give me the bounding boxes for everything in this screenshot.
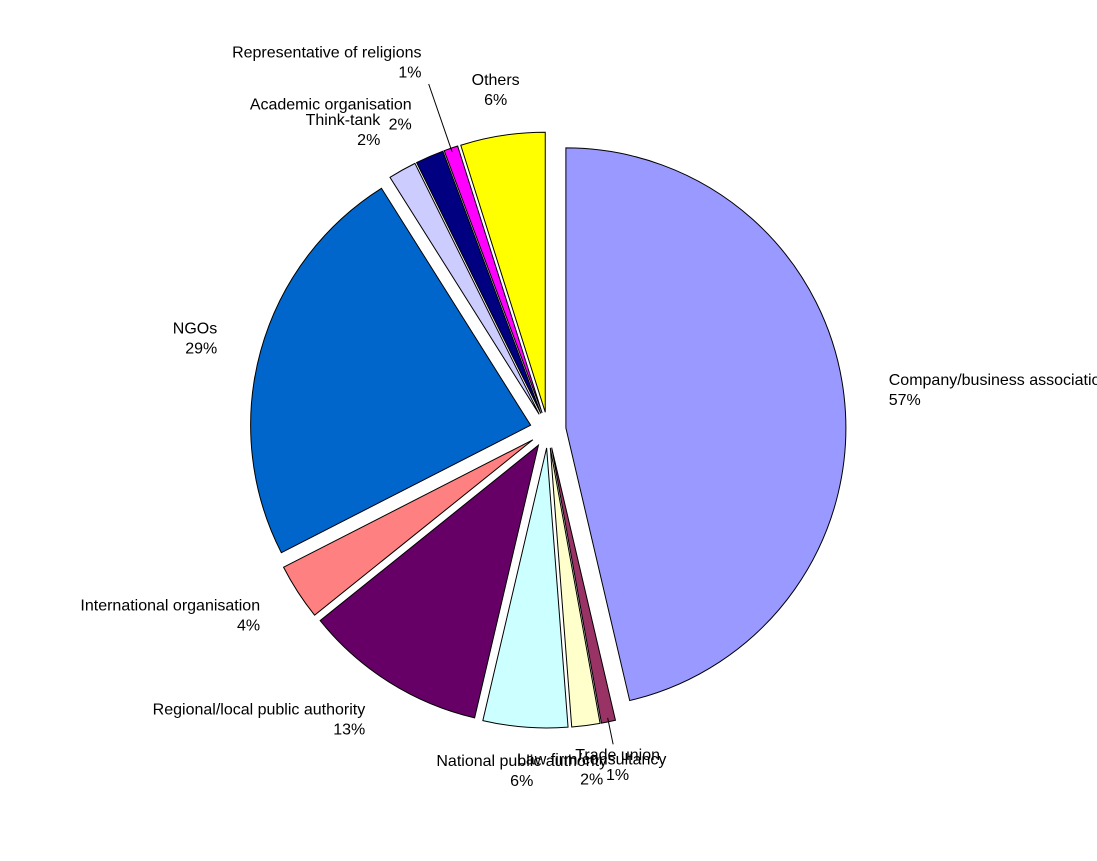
pie-slice [460, 131, 546, 413]
slice-value-label: 4% [237, 618, 260, 635]
slice-label: Academic organisation [250, 96, 412, 113]
slice-value-label: 6% [484, 92, 507, 109]
slice-value-label: 1% [606, 767, 629, 784]
slice-label: Law firm/consultancy [517, 751, 666, 768]
leader-line [607, 717, 614, 745]
pie-slice [549, 447, 601, 728]
pie-slice [565, 147, 847, 702]
slice-label: International organisation [80, 598, 260, 615]
slice-label: Think-tank [306, 112, 382, 129]
slice-label: Others [472, 72, 520, 89]
slice-value-label: 2% [357, 132, 380, 149]
pie-slice [389, 162, 540, 415]
pie-slice [482, 447, 569, 729]
pie-slice [319, 443, 540, 719]
slice-label: Company/business association [889, 372, 1097, 389]
slice-label: Representative of religions [232, 44, 421, 61]
slice-label: Regional/local public authority [153, 701, 366, 718]
pie-slice [282, 439, 534, 616]
pie-slice [250, 187, 532, 554]
slice-value-label: 2% [580, 771, 603, 788]
slice-label: National public authority [436, 753, 607, 770]
slice-value-label: 13% [333, 721, 365, 738]
pie-slice [415, 150, 542, 414]
slice-label: NGOs [173, 320, 217, 337]
slice-value-label: 29% [185, 340, 217, 357]
slice-value-label: 1% [398, 64, 421, 81]
slice-label: Trade union [575, 747, 660, 764]
slice-value-label: 57% [889, 392, 921, 409]
slice-value-label: 6% [510, 773, 533, 790]
slice-value-label: 2% [389, 116, 412, 133]
leader-line [428, 83, 453, 153]
